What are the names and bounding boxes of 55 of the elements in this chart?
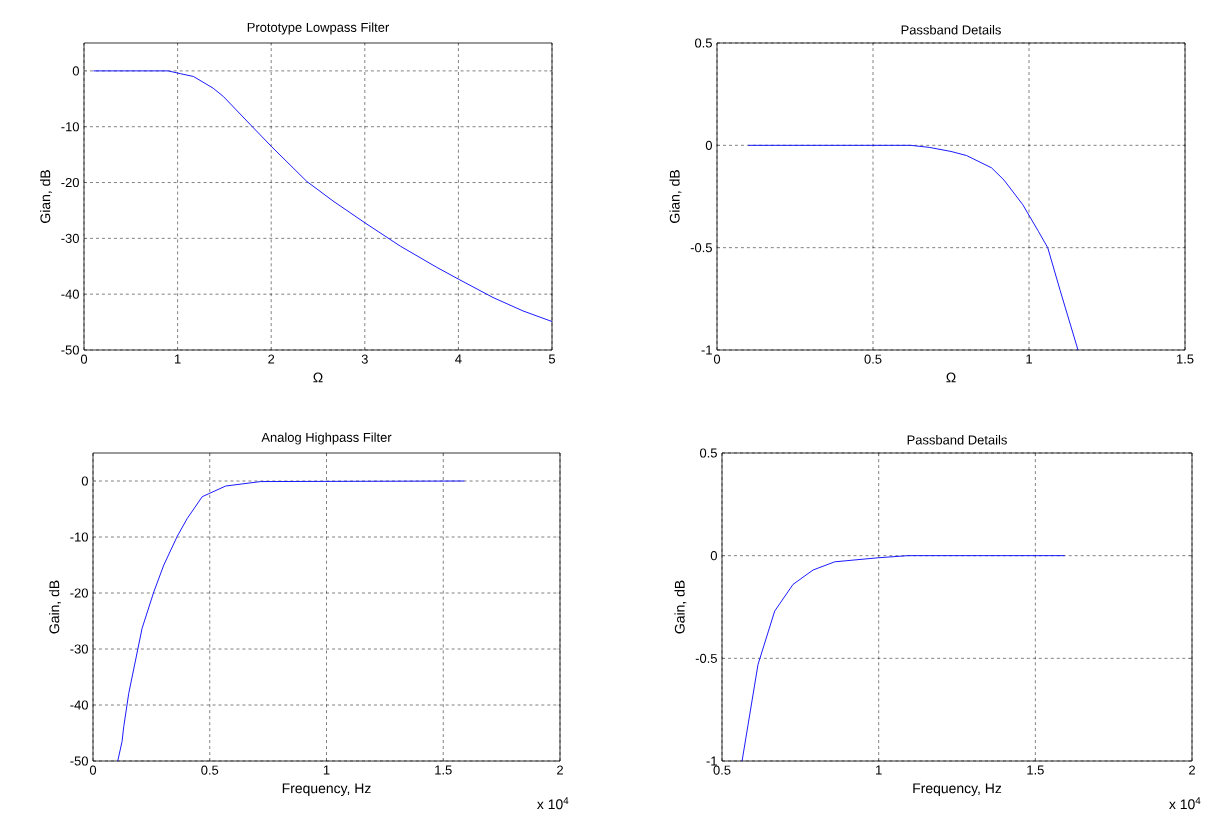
chart-title: Analog Highpass Filter — [261, 432, 392, 445]
line-series — [117, 480, 465, 762]
y-tick-label: -30 — [61, 233, 79, 243]
y-tick-label: -1 — [706, 756, 717, 766]
y-tick-label: -0.5 — [690, 243, 712, 253]
chart-title: Passband Details — [901, 24, 1001, 35]
y-axis-title: Gain, dB — [49, 580, 61, 634]
x-axis-title: Ω — [946, 372, 956, 383]
y-tick-label: -0.5 — [695, 653, 717, 663]
y-axis-title: Gain, dB — [674, 580, 687, 634]
x-tick-label: 2 — [557, 765, 563, 775]
y-tick-label: 0.5 — [699, 448, 717, 458]
y-tick-label: 0 — [81, 476, 88, 486]
y-tick-label: 0.5 — [694, 38, 712, 48]
x-tick-label: 1.5 — [435, 765, 452, 775]
x-tick-label: 1.5 — [1027, 765, 1044, 775]
x-tick-label: 1 — [876, 765, 882, 775]
x-tick-label: 1 — [1026, 354, 1032, 364]
y-tick-label: -40 — [70, 700, 88, 710]
x-tick-label: 1 — [323, 765, 330, 775]
x-tick-label: 2 — [268, 354, 275, 364]
x-tick-label: 0.5 — [201, 765, 219, 775]
chart-title: Prototype Lowpass Filter — [247, 22, 390, 35]
x-tick-label: 0.5 — [864, 354, 882, 364]
y-tick-label: -50 — [70, 756, 88, 766]
x-tick-label: 4 — [455, 354, 462, 364]
x-axis-title: Frequency, Hz — [913, 783, 1002, 796]
y-tick-label: -20 — [61, 177, 79, 188]
line-series — [741, 555, 1066, 762]
x-tick-label: 0 — [89, 765, 97, 775]
y-tick-label: 0 — [705, 140, 712, 150]
x-tick-label: 3 — [361, 354, 368, 364]
line-series — [747, 144, 1079, 351]
x-tick-label: 5 — [548, 354, 556, 364]
text: x 10$^{4}$ — [1169, 797, 1201, 810]
x-tick-label: 1 — [174, 354, 181, 364]
chart-title: Passband Details — [907, 434, 1007, 445]
y-axis-title: Gian, dB — [40, 170, 52, 223]
y-tick-label: -20 — [70, 588, 88, 598]
line-series — [92, 70, 553, 322]
y-axis-title: Gian, dB — [669, 170, 682, 223]
x-tick-label: 2 — [1189, 765, 1195, 775]
y-tick-label: 0 — [710, 551, 717, 561]
y-tick-label: -50 — [61, 345, 79, 355]
x-axis-title: Ω — [313, 372, 323, 383]
y-tick-label: -40 — [61, 289, 79, 299]
x-tick-label: 1.5 — [1177, 354, 1194, 364]
text: x 10$^{4}$ — [537, 797, 569, 810]
y-tick-label: -1 — [701, 345, 712, 355]
y-tick-label: -10 — [61, 122, 79, 132]
y-tick-label: -30 — [70, 644, 88, 654]
y-tick-label: 0 — [72, 66, 79, 76]
x-axis-title: Frequency, Hz — [282, 783, 371, 796]
x-tick-label: 0.5 — [713, 765, 731, 775]
y-tick-label: -10 — [70, 532, 88, 542]
